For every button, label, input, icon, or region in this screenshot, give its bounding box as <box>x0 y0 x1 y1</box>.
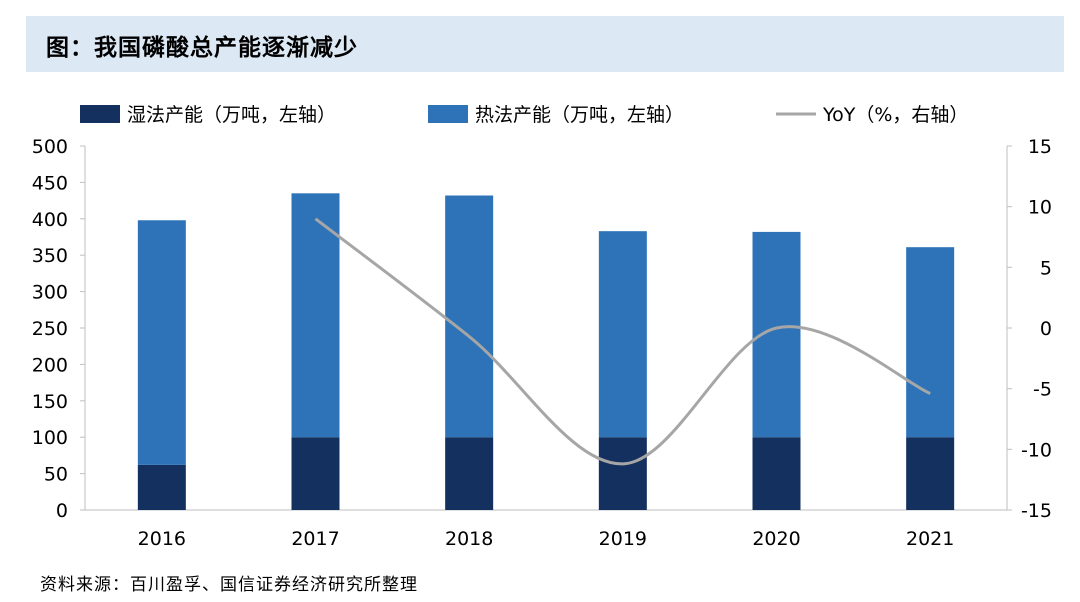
y-right-tick-label: -5 <box>1033 379 1052 401</box>
y-left-tick-label: 50 <box>44 464 68 486</box>
bar-wet-2017 <box>291 437 340 510</box>
x-tick-label: 2017 <box>291 528 339 550</box>
y-left-tick-label: 500 <box>32 136 68 158</box>
legend-label-thermal: 热法产能（万吨，左轴） <box>475 104 684 126</box>
y-right-tick-label: 10 <box>1028 197 1052 219</box>
y-left-tick-label: 0 <box>56 500 68 522</box>
y-left-tick-label: 200 <box>32 354 68 376</box>
source-note: 资料来源：百川盈孚、国信证券经济研究所整理 <box>40 575 418 595</box>
y-left-tick-label: 250 <box>32 318 68 340</box>
bar-thermal-2017 <box>291 193 340 438</box>
y-left-tick-label: 150 <box>32 391 68 413</box>
bar-thermal-2018 <box>445 195 494 438</box>
y-left-tick-label: 450 <box>32 172 68 194</box>
legend-swatch-wet <box>80 105 120 123</box>
bar-wet-2019 <box>598 437 647 510</box>
chart-title: 图：我国磷酸总产能逐渐减少 <box>46 35 358 61</box>
title-bar: 图：我国磷酸总产能逐渐减少 <box>26 16 1064 72</box>
bar-wet-2021 <box>906 437 955 510</box>
y-left-tick-label: 400 <box>32 209 68 231</box>
x-tick-label: 2018 <box>445 528 493 550</box>
x-tick-label: 2019 <box>599 528 647 550</box>
y-right-tick-label: 15 <box>1028 136 1052 158</box>
yoy-line <box>314 217 931 466</box>
x-tick-label: 2016 <box>138 528 186 550</box>
y-left-tick-label: 300 <box>32 282 68 304</box>
bar-wet-2018 <box>445 437 494 510</box>
legend-label-wet: 湿法产能（万吨，左轴） <box>127 104 336 126</box>
bar-thermal-2019 <box>598 231 647 438</box>
y-right-tick-label: 5 <box>1040 257 1052 279</box>
bar-thermal-2021 <box>906 247 955 438</box>
bar-wet-2020 <box>752 437 801 510</box>
y-right-tick-label: -10 <box>1021 439 1052 461</box>
y-left-tick-label: 350 <box>32 245 68 267</box>
legend-swatch-thermal <box>428 105 468 123</box>
bar-wet-2016 <box>137 464 186 510</box>
bar-thermal-2016 <box>137 220 186 465</box>
x-tick-label: 2021 <box>906 528 954 550</box>
y-right-tick-label: -15 <box>1021 500 1052 522</box>
legend-label-yoy: YoY（%，右轴） <box>822 104 968 126</box>
x-tick-label: 2020 <box>752 528 800 550</box>
y-right-tick-label: 0 <box>1040 318 1052 340</box>
y-left-tick-label: 100 <box>32 427 68 449</box>
